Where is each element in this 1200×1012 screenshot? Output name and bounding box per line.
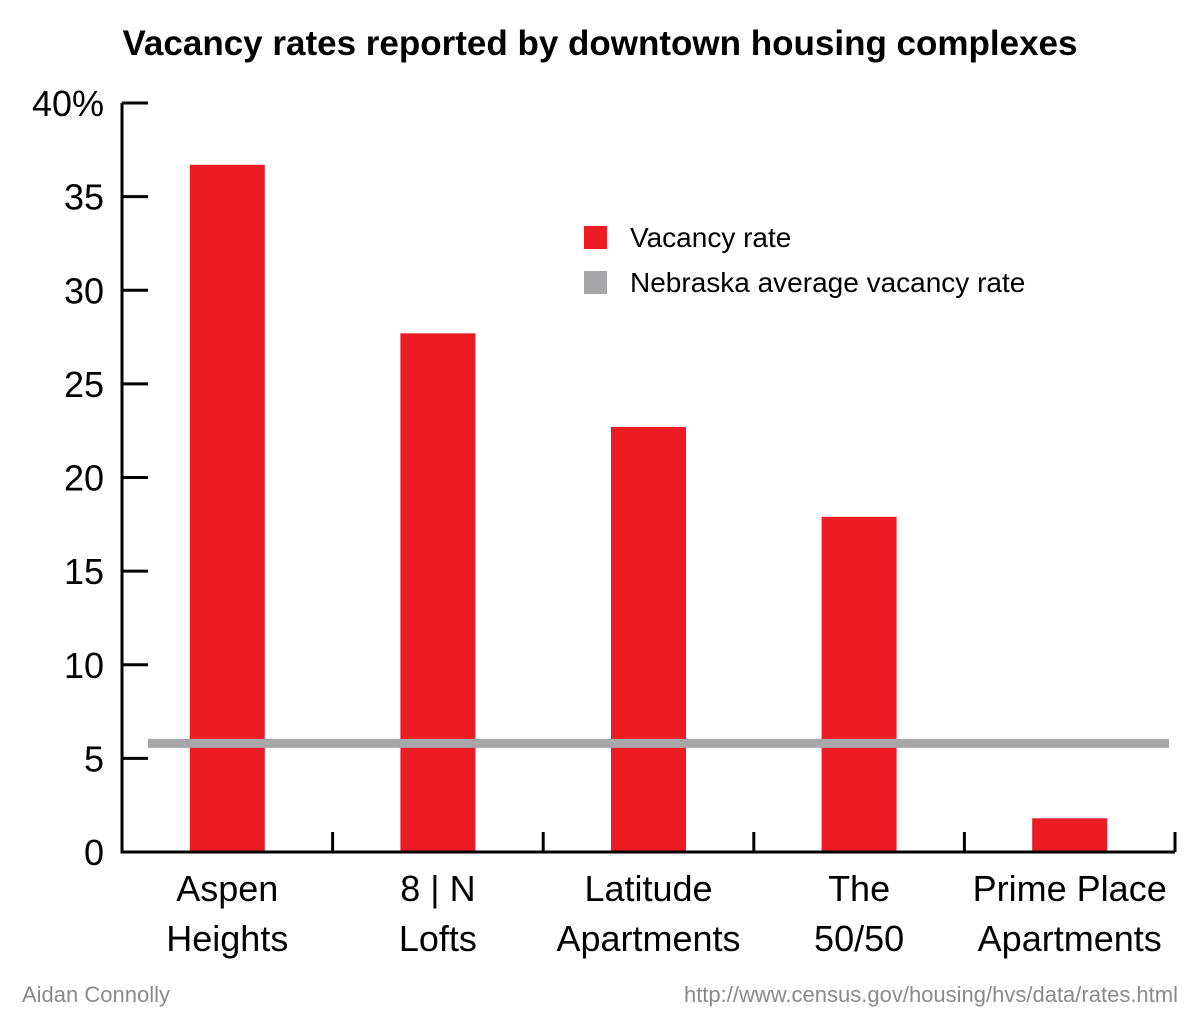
category-label-1-line-1: Aspen xyxy=(176,868,278,909)
author-credit: Aidan Connolly xyxy=(22,982,170,1007)
y-tick-label-20: 20 xyxy=(64,458,104,499)
y-tick-label-35: 35 xyxy=(64,177,104,218)
legend-label-nebraska-average: Nebraska average vacancy rate xyxy=(630,267,1025,298)
category-label-4-line-2: 50/50 xyxy=(814,918,904,959)
y-tick-label-0: 0 xyxy=(84,832,104,873)
bar-4 xyxy=(821,516,897,852)
category-label-3-line-2: Apartments xyxy=(556,918,740,959)
bar-2 xyxy=(400,333,476,852)
category-label-5-line-1: Prime Place xyxy=(973,868,1167,909)
legend-swatch-vacancy-rate xyxy=(584,226,607,249)
bars-group xyxy=(189,164,1108,853)
y-tick-label-40: 40% xyxy=(32,83,104,124)
category-label-3-line-1: Latitude xyxy=(584,868,712,909)
category-label-2-line-1: 8 | N xyxy=(400,868,475,909)
bar-5 xyxy=(1032,818,1108,852)
source-credit: http://www.census.gov/housing/hvs/data/r… xyxy=(684,982,1178,1007)
x-axis-labels: Aspen Heights 8 | N Lofts Latitude Apartments… xyxy=(166,868,1166,959)
y-axis-ticks: 0 5 10 15 20 25 30 35 40% xyxy=(32,83,148,873)
y-tick-label-5: 5 xyxy=(84,738,104,779)
category-label-1-line-2: Heights xyxy=(166,918,288,959)
legend-label-vacancy-rate: Vacancy rate xyxy=(630,222,791,253)
category-label-2-line-2: Lofts xyxy=(399,918,477,959)
legend: Vacancy rate Nebraska average vacancy ra… xyxy=(584,222,1025,298)
category-label-5-line-2: Apartments xyxy=(978,918,1162,959)
category-label-4-line-1: The xyxy=(828,868,890,909)
y-tick-label-30: 30 xyxy=(64,270,104,311)
bar-3 xyxy=(611,426,686,852)
chart-title: Vacancy rates reported by downtown housi… xyxy=(123,24,1078,63)
bar-1 xyxy=(189,164,265,853)
y-tick-label-15: 15 xyxy=(64,551,104,592)
y-tick-label-10: 10 xyxy=(64,645,104,686)
legend-swatch-nebraska-average xyxy=(584,271,607,294)
y-tick-label-25: 25 xyxy=(64,364,104,405)
